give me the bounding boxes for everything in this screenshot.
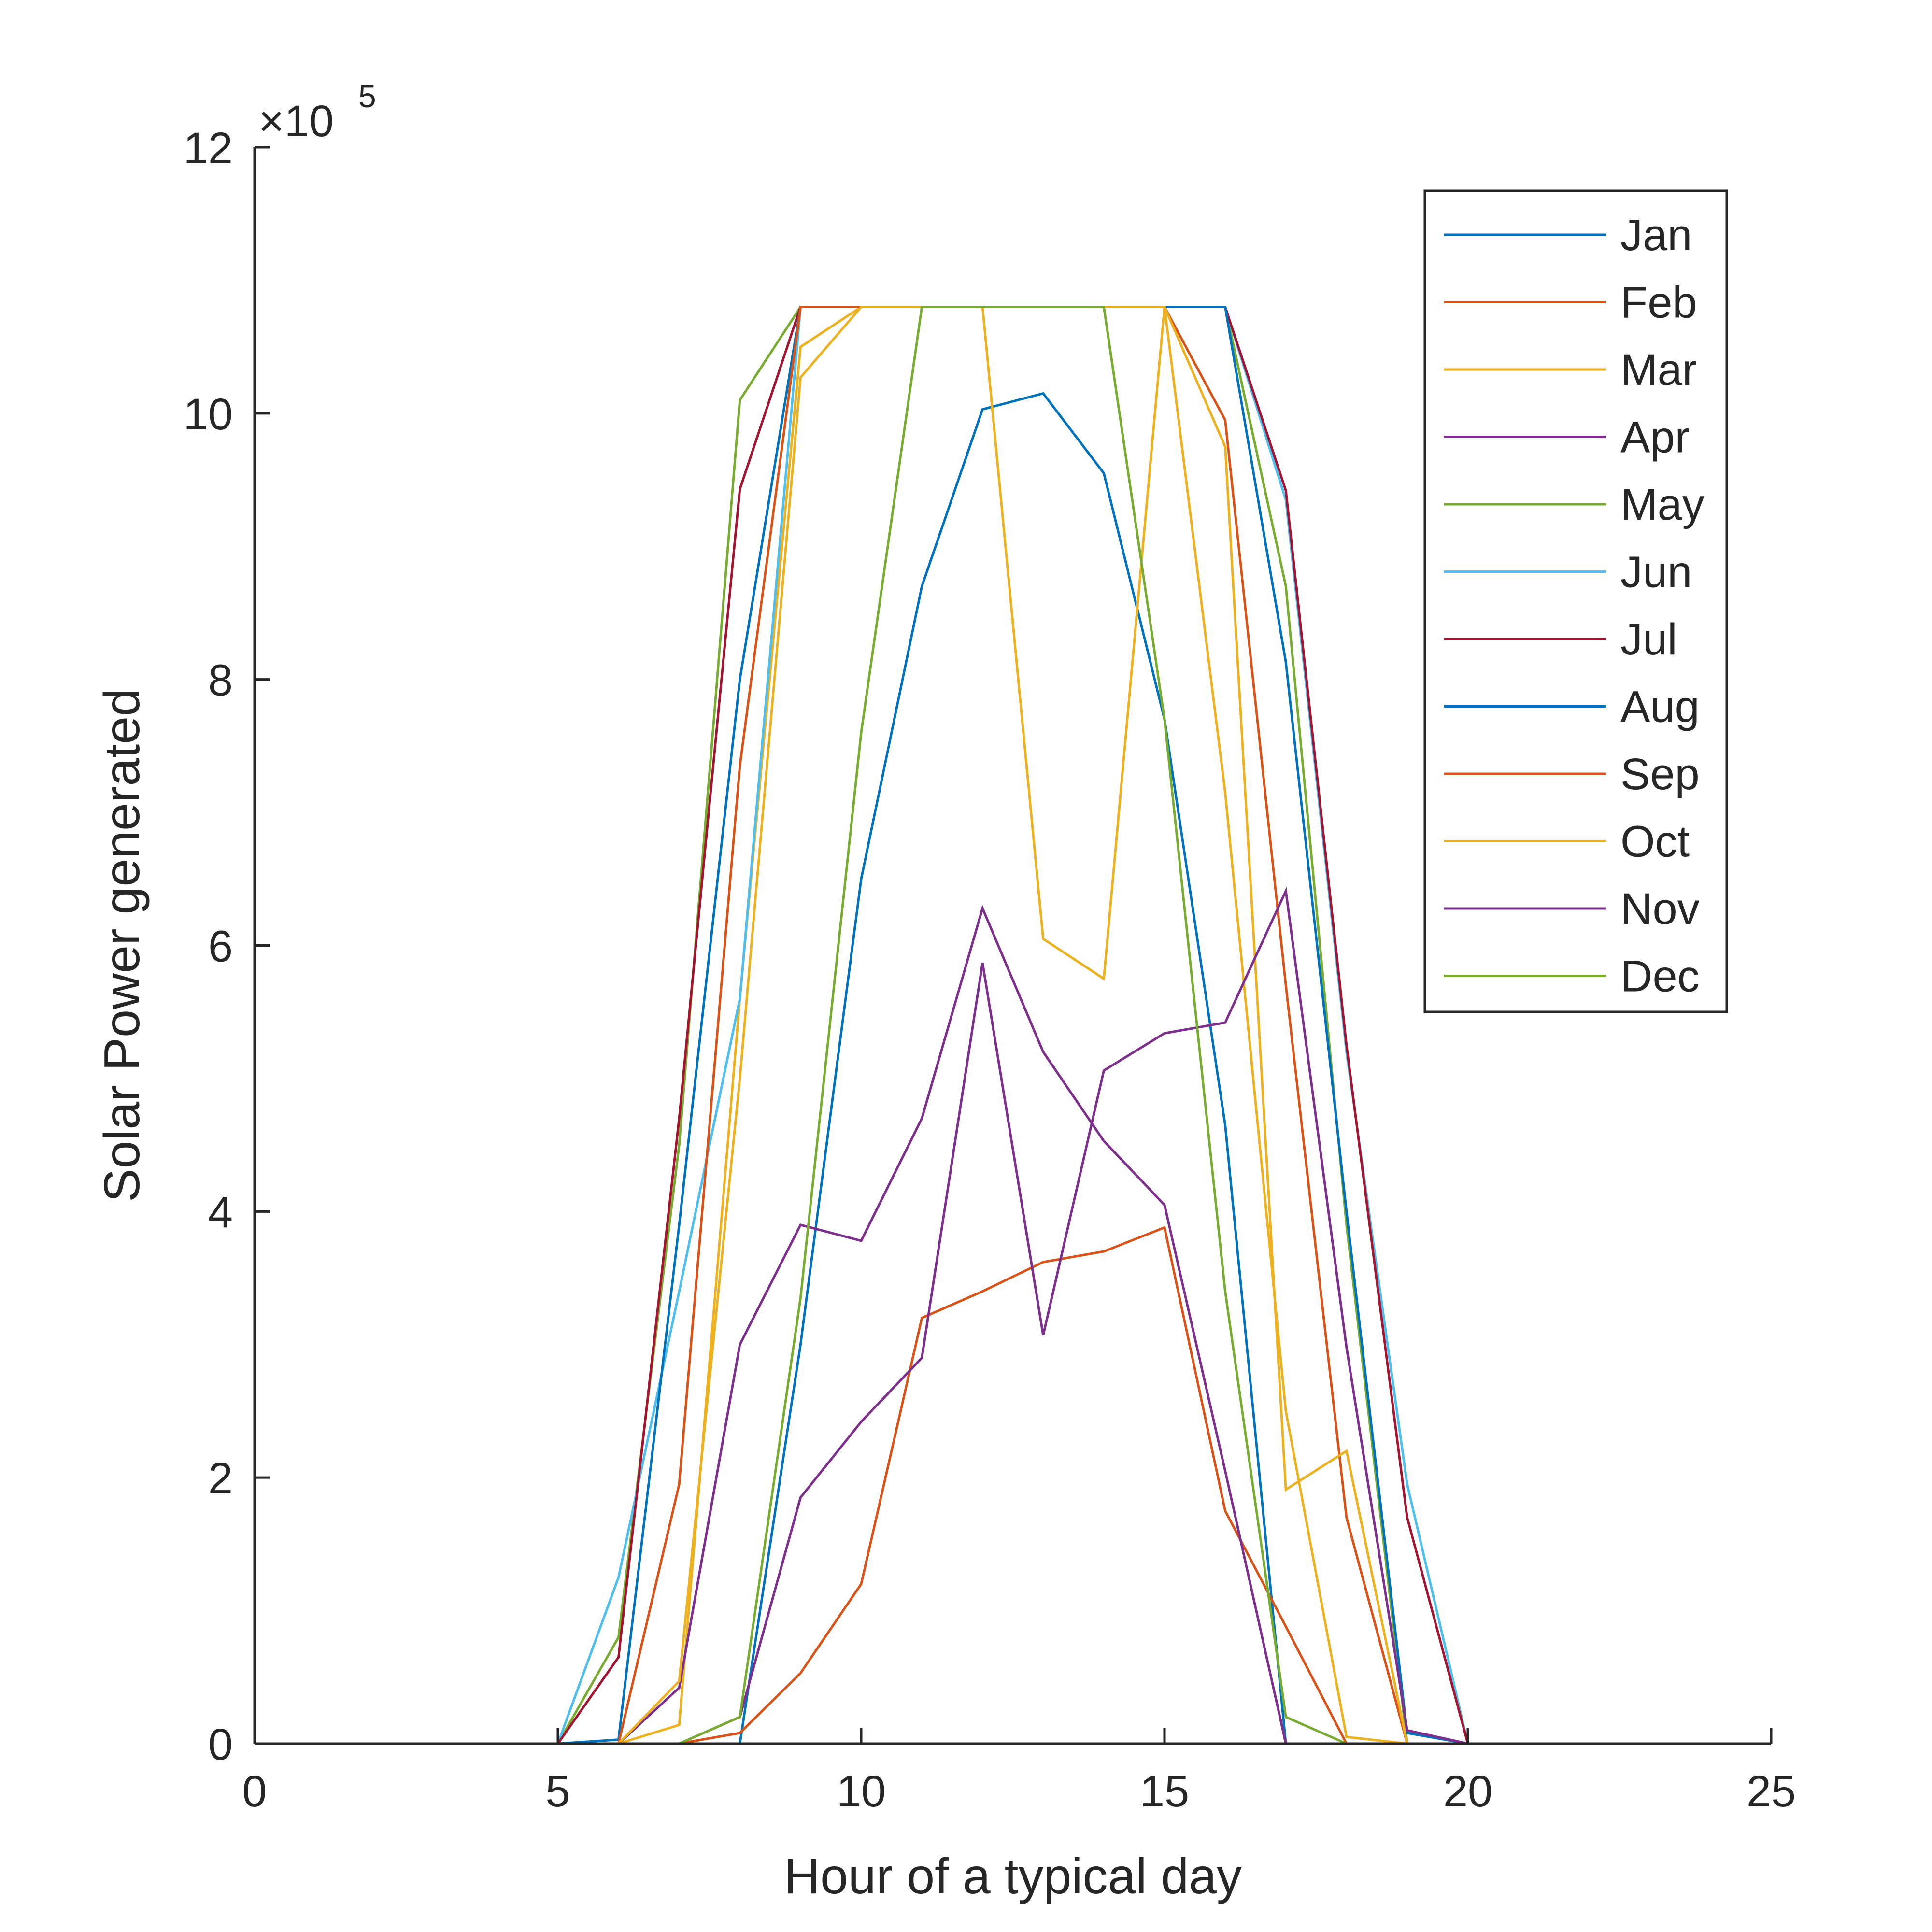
x-tick-label: 25 (1747, 1767, 1796, 1816)
legend-label-jan: Jan (1620, 211, 1692, 260)
legend-label-dec: Dec (1620, 952, 1700, 1001)
x-tick-label: 15 (1140, 1767, 1189, 1816)
y-tick-label: 12 (184, 124, 233, 173)
x-tick-label: 0 (242, 1767, 267, 1816)
x-ticks: 0 5 10 15 20 25 (242, 1728, 1796, 1816)
x-tick-label: 10 (837, 1767, 886, 1816)
y-tick-label: 2 (208, 1454, 233, 1503)
y-exponent-label: ×10 5 (258, 78, 376, 146)
x-axis-label: Hour of a typical day (784, 1848, 1242, 1904)
legend-label-aug: Aug (1620, 682, 1700, 732)
x-tick-label: 5 (545, 1767, 570, 1816)
legend-label-apr: Apr (1620, 413, 1690, 462)
y-exponent-power: 5 (358, 78, 376, 114)
legend-label-oct: Oct (1620, 817, 1690, 867)
x-tick-label: 20 (1443, 1767, 1492, 1816)
legend: Jan Feb Mar Apr May Jun Jul Aug Sep Oct Nov Dec (1423, 189, 1728, 1013)
legend-label-may: May (1620, 480, 1705, 529)
legend-label-jun: Jun (1620, 548, 1692, 597)
y-tick-label: 10 (184, 390, 233, 439)
legend-box (1423, 189, 1728, 1013)
legend-label-sep: Sep (1620, 750, 1700, 799)
legend-label-feb: Feb (1620, 278, 1697, 327)
y-axis-label: Solar Power generated (94, 688, 150, 1202)
y-exponent-base: ×10 (258, 97, 334, 146)
y-ticks: 0 2 4 6 8 10 12 (184, 124, 270, 1769)
y-tick-label: 0 (208, 1720, 233, 1769)
legend-label-mar: Mar (1620, 345, 1697, 395)
legend-label-jul: Jul (1620, 615, 1677, 664)
y-tick-label: 4 (208, 1188, 233, 1237)
y-tick-label: 6 (208, 922, 233, 971)
legend-label-nov: Nov (1620, 884, 1700, 934)
y-tick-label: 8 (208, 656, 233, 705)
